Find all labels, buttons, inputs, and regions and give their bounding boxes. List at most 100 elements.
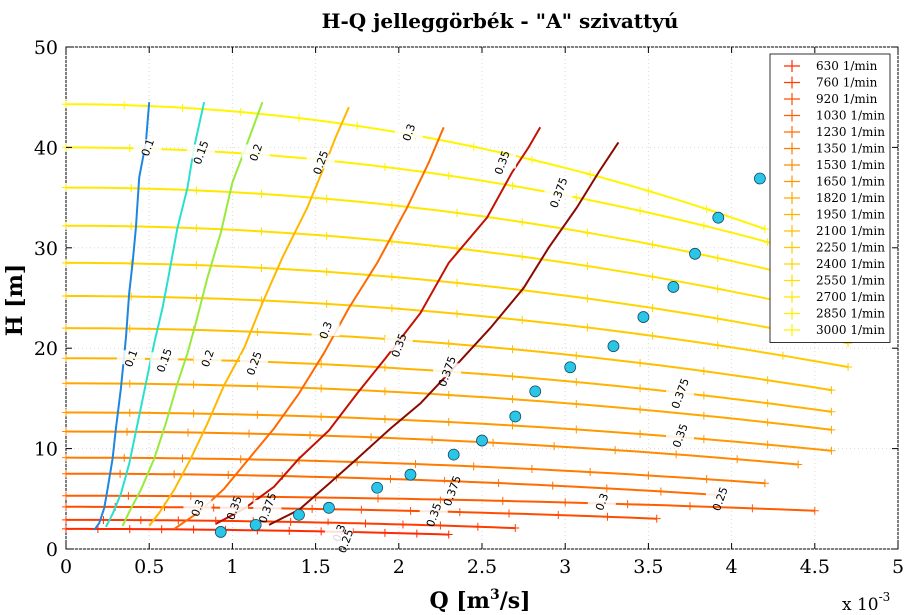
contour-label: 0.3 — [400, 122, 418, 143]
measurement-marker — [125, 144, 134, 153]
measurement-marker — [174, 516, 183, 525]
x-tick-label: 1 — [226, 556, 238, 578]
measurement-marker — [586, 170, 595, 179]
best-efficiency-point — [712, 211, 725, 224]
contour-label-background — [150, 352, 179, 367]
legend: 630 1/min 760 1/min 920 1/min 1030 1/min 123… — [769, 53, 891, 343]
measurement-marker — [453, 309, 462, 318]
measurement-marker — [380, 528, 389, 537]
measurement-marker — [505, 509, 514, 518]
measurement-marker — [380, 415, 389, 424]
measurement-marker — [306, 431, 315, 440]
efficiency-contour-0.3 — [173, 126, 445, 530]
measurement-marker — [62, 453, 70, 462]
measurement-marker — [518, 316, 527, 325]
measurement-marker — [548, 481, 557, 490]
legend-marker — [784, 76, 800, 89]
measurement-marker — [387, 304, 396, 313]
legend-marker — [784, 274, 800, 287]
measurement-marker — [184, 428, 193, 437]
measurement-marker — [508, 345, 517, 354]
contour-label-background — [587, 493, 616, 508]
measurement-marker — [322, 299, 331, 308]
measurement-marker — [469, 142, 478, 151]
legend-marker — [784, 307, 800, 320]
measurement-marker — [583, 262, 592, 271]
measurement-marker — [713, 284, 722, 293]
measurement-marker — [572, 425, 581, 434]
measurement-marker — [586, 468, 595, 477]
measurement-marker — [444, 530, 453, 539]
measurement-marker — [561, 498, 570, 507]
measurement-marker — [636, 405, 645, 414]
measurement-marker — [554, 511, 563, 520]
measurement-marker — [702, 205, 711, 214]
measurement-marker — [810, 506, 819, 515]
legend-item-label: 1350 1/min — [816, 142, 885, 156]
measurement-marker — [644, 471, 653, 480]
measurement-marker — [444, 390, 453, 399]
measurement-marker — [192, 186, 201, 195]
measurement-marker — [62, 515, 70, 524]
measurement-marker — [236, 108, 245, 117]
best-efficiency-point — [371, 481, 384, 494]
best-efficiency-point — [293, 508, 305, 521]
measurement-marker — [572, 400, 581, 409]
measurement-marker — [294, 114, 303, 123]
measurement-marker — [656, 487, 665, 496]
measurement-marker — [380, 387, 389, 396]
measurement-marker — [436, 495, 445, 504]
legend-marker — [784, 60, 800, 72]
measurement-marker — [257, 263, 266, 272]
measurement-marker — [62, 183, 70, 192]
contour-label: 0.3 — [189, 498, 207, 519]
measurement-marker — [713, 253, 722, 262]
measurement-marker — [699, 391, 708, 400]
best-efficiency-point — [529, 385, 542, 398]
measurement-marker — [583, 323, 592, 332]
contour-label-background — [133, 139, 162, 154]
measurement-marker — [511, 524, 520, 533]
measurement-marker — [508, 372, 517, 381]
measurement-marker — [62, 491, 70, 500]
x-axis-title-tail: /s] — [500, 588, 531, 614]
best-efficiency-point — [509, 410, 522, 423]
measurement-marker — [62, 354, 70, 363]
measurement-marker — [760, 479, 769, 488]
measurement-marker — [603, 512, 612, 521]
x-axis: 0 0.5 1 1.5 2 2.5 3 3.5 4 4.5 5 — [60, 47, 904, 578]
measurement-marker — [127, 222, 136, 231]
contour-label: 0.3 — [593, 492, 611, 513]
measurement-marker — [636, 384, 645, 393]
measurement-marker — [794, 460, 803, 469]
measurement-marker — [527, 155, 536, 164]
legend-marker — [784, 208, 800, 221]
contour-label-background — [240, 355, 269, 370]
measurement-marker — [572, 351, 581, 360]
efficiency-contour-0.2 — [121, 101, 264, 527]
measurement-marker — [125, 408, 134, 417]
legend-marker — [784, 142, 800, 155]
measurement-marker — [189, 409, 198, 418]
contour-label-background — [433, 363, 462, 378]
contour-label-background — [419, 506, 448, 521]
measurement-marker — [827, 386, 836, 395]
measurement-marker — [611, 446, 620, 455]
contour-label: 0.3 — [317, 320, 335, 341]
best-efficiency-point — [476, 434, 488, 447]
legend-marker — [784, 175, 800, 188]
measurement-marker — [713, 314, 722, 323]
measurement-marker — [245, 429, 254, 438]
legend-marker — [784, 258, 800, 270]
measurement-marker — [253, 410, 262, 419]
measurement-marker — [428, 435, 437, 444]
x-tick-label: 0 — [60, 556, 72, 578]
measurement-marker — [648, 272, 657, 281]
measurement-marker — [387, 201, 396, 210]
measurement-marker — [648, 331, 657, 340]
measurement-marker — [236, 455, 245, 464]
measurement-marker — [253, 327, 262, 336]
contour-label-background — [306, 154, 335, 169]
measurement-marker — [733, 455, 742, 464]
